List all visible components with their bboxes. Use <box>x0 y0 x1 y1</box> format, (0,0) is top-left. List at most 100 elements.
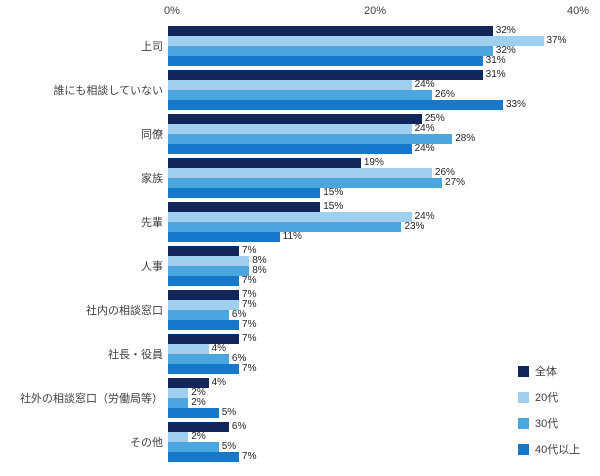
category-bars: 15% 24% 23% 11% <box>168 202 600 242</box>
category-group: 家族 19% 26% 27% 15% <box>0 158 600 198</box>
bar-20代 <box>168 300 240 310</box>
bar-40代以上 <box>168 232 280 242</box>
bar-30代 <box>168 46 493 56</box>
bar-row: 5% <box>168 442 600 452</box>
category-group: 先輩 15% 24% 23% 11% <box>0 202 600 242</box>
bar-value-label: 28% <box>455 133 476 144</box>
bar-row: 24% <box>168 124 600 134</box>
bar-value-label: 7% <box>242 451 257 462</box>
bar-row: 7% <box>168 364 600 374</box>
category-group: 社長・役員 7% 4% 6% 7% <box>0 334 600 374</box>
legend-item: 20代 <box>518 384 580 410</box>
bar-value-label: 31% <box>485 55 506 66</box>
x-axis-tick: 0% <box>164 5 180 17</box>
bar-value-label: 8% <box>252 255 267 266</box>
bar-value-label: 23% <box>404 221 425 232</box>
bar-30代 <box>168 90 432 100</box>
legend-swatch-icon <box>518 365 529 377</box>
bar-value-label: 26% <box>434 167 455 178</box>
bar-row: 8% <box>168 256 600 266</box>
legend-item: 全体 <box>518 358 580 384</box>
legend-item: 40代以上 <box>518 436 580 462</box>
category-group: 社外の相談窓口（労働局等） 4% 2% 2% 5% <box>0 378 600 418</box>
category-group: 上司 32% 37% 32% 31% <box>0 26 600 66</box>
legend-swatch-icon <box>518 417 529 429</box>
bar-20代 <box>168 212 412 222</box>
bar-row: 5% <box>168 408 600 418</box>
bar-row: 15% <box>168 188 600 198</box>
bar-20代 <box>168 80 412 90</box>
bar-row: 7% <box>168 452 600 462</box>
bar-value-label: 7% <box>242 319 257 330</box>
bar-30代 <box>168 222 402 232</box>
bar-30代 <box>168 398 189 408</box>
bar-value-label: 4% <box>211 343 227 354</box>
bar-row: 11% <box>168 232 600 242</box>
category-bars: 6% 2% 5% 7% <box>168 422 600 462</box>
bar-row: 6% <box>168 422 600 432</box>
category-label: 人事 <box>141 261 163 273</box>
bar-value-label: 15% <box>323 187 344 198</box>
bar-40代以上 <box>168 452 240 462</box>
bar-value-label: 24% <box>414 211 435 222</box>
category-label: 誰にも相談していない <box>53 85 163 97</box>
x-axis-tick: 20% <box>363 5 387 17</box>
bar-40代以上 <box>168 364 240 374</box>
category-bars: 4% 2% 2% 5% <box>168 378 600 418</box>
bar-row: 31% <box>168 70 600 80</box>
bar-row: 27% <box>168 178 600 188</box>
bar-30代 <box>168 178 443 188</box>
bar-row: 26% <box>168 90 600 100</box>
category-bars: 7% 7% 6% 7% <box>168 290 600 330</box>
bar-40代以上 <box>168 408 219 418</box>
bar-40代以上 <box>168 144 412 154</box>
category-bars: 19% 26% 27% 15% <box>168 158 600 198</box>
bar-row: 15% <box>168 202 600 212</box>
bar-value-label: 5% <box>221 441 237 452</box>
category-bars: 25% 24% 28% 24% <box>168 114 600 154</box>
bar-row: 6% <box>168 354 600 364</box>
legend-swatch-icon <box>518 391 529 403</box>
bar-30代 <box>168 266 250 276</box>
category-group: 社内の相談窓口 7% 7% 6% 7% <box>0 290 600 330</box>
bar-row: 24% <box>168 212 600 222</box>
category-label: 社内の相談窓口 <box>86 305 163 317</box>
bar-value-label: 2% <box>191 397 206 408</box>
bar-row: 8% <box>168 266 600 276</box>
bar-value-label: 33% <box>505 99 526 110</box>
bar-row: 7% <box>168 334 600 344</box>
bar-value-label: 24% <box>414 123 435 134</box>
legend-label: 20代 <box>535 392 559 404</box>
bar-row: 25% <box>168 114 600 124</box>
bar-30代 <box>168 442 219 452</box>
bar-全体 <box>168 422 229 432</box>
category-label: 同僚 <box>141 129 163 141</box>
bar-value-label: 7% <box>242 289 257 300</box>
category-group: 誰にも相談していない 31% 24% 26% 33% <box>0 70 600 110</box>
legend-label: 全体 <box>535 366 557 378</box>
bar-row: 28% <box>168 134 600 144</box>
bar-row: 7% <box>168 290 600 300</box>
legend-label: 30代 <box>535 418 559 430</box>
bar-全体 <box>168 202 321 212</box>
bar-row: 7% <box>168 300 600 310</box>
bar-value-label: 2% <box>191 431 206 442</box>
category-label: 社長・役員 <box>108 349 163 361</box>
bar-row: 2% <box>168 432 600 442</box>
legend-item: 30代 <box>518 410 580 436</box>
bar-value-label: 26% <box>434 89 455 100</box>
bar-20代 <box>168 36 544 46</box>
bar-30代 <box>168 134 453 144</box>
bar-20代 <box>168 256 250 266</box>
bar-value-label: 6% <box>231 353 247 364</box>
bar-row: 33% <box>168 100 600 110</box>
bar-40代以上 <box>168 100 503 110</box>
bar-全体 <box>168 114 422 124</box>
bar-全体 <box>168 70 483 80</box>
bar-value-label: 15% <box>323 201 344 212</box>
plot-area: 上司 32% 37% 32% 31% 誰にも相談していない 31% 24% 26% 33% 同僚 25… <box>0 26 600 466</box>
bar-value-label: 11% <box>282 231 302 242</box>
bar-20代 <box>168 168 432 178</box>
category-group: 同僚 25% 24% 28% 24% <box>0 114 600 154</box>
